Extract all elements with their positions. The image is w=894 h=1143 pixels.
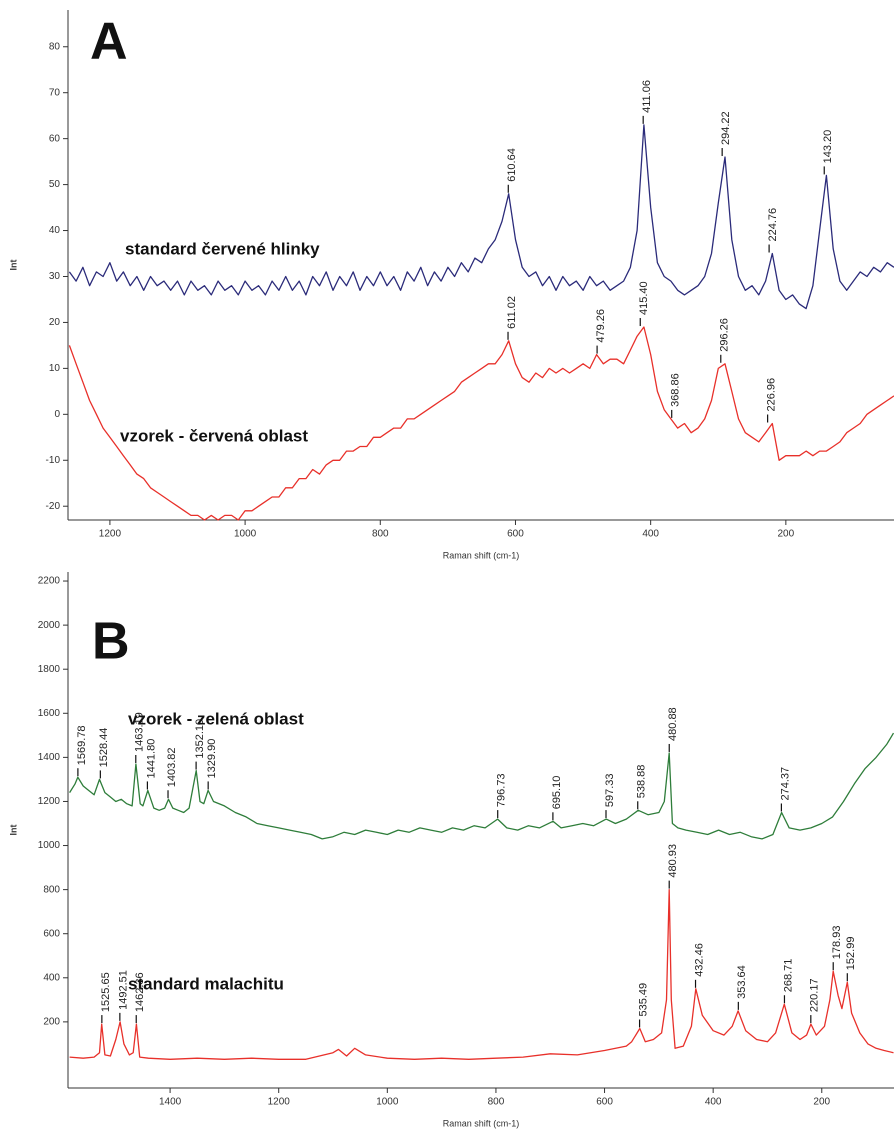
y-tick-label: -10 bbox=[46, 455, 61, 466]
y-tick-label: 1800 bbox=[38, 664, 61, 675]
y-tick-label: 800 bbox=[43, 884, 60, 895]
spectrum-line bbox=[69, 888, 894, 1060]
x-axis-title: Raman shift (cm-1) bbox=[443, 550, 520, 560]
x-tick-label: 800 bbox=[372, 529, 389, 540]
x-tick-label: 600 bbox=[507, 529, 524, 540]
x-tick-label: 1200 bbox=[268, 1097, 291, 1108]
x-tick-label: 1200 bbox=[99, 529, 122, 540]
x-tick-label: 200 bbox=[778, 529, 795, 540]
y-tick-label: -20 bbox=[46, 501, 61, 512]
peak-label: 411.06 bbox=[641, 80, 653, 113]
peak-label: 480.93 bbox=[667, 844, 679, 878]
peak-label: 268.71 bbox=[782, 959, 794, 993]
peak-label: 1329.90 bbox=[206, 739, 218, 779]
x-tick-label: 400 bbox=[705, 1097, 722, 1108]
series-label: vzorek - zelená oblast bbox=[128, 709, 304, 728]
peak-label: 1462.36 bbox=[134, 972, 146, 1012]
peak-label: 1492.51 bbox=[118, 970, 130, 1010]
y-tick-label: 200 bbox=[43, 1017, 60, 1028]
peak-label: 695.10 bbox=[551, 776, 563, 810]
peak-label: 1528.44 bbox=[98, 728, 110, 768]
y-tick-label: 2000 bbox=[38, 620, 61, 631]
y-tick-label: 20 bbox=[49, 317, 61, 328]
peak-label: 1525.65 bbox=[100, 972, 112, 1012]
peak-label: 535.49 bbox=[637, 983, 649, 1017]
peak-label: 220.17 bbox=[809, 978, 821, 1012]
series-label: standard malachitu bbox=[128, 974, 284, 993]
x-tick-label: 1400 bbox=[159, 1097, 182, 1108]
spectrum-line bbox=[69, 732, 894, 840]
peak-label: 611.02 bbox=[506, 296, 518, 329]
peak-label: 274.37 bbox=[779, 767, 791, 801]
y-tick-label: 50 bbox=[49, 179, 61, 190]
peak-label: 610.64 bbox=[506, 148, 518, 182]
x-tick-label: 1000 bbox=[376, 1097, 399, 1108]
y-tick-label: 600 bbox=[43, 928, 60, 939]
y-tick-label: 30 bbox=[49, 271, 61, 282]
peak-label: 480.88 bbox=[667, 707, 679, 741]
peak-label: 1463.19 bbox=[134, 712, 146, 752]
x-tick-label: 1000 bbox=[234, 529, 257, 540]
series-label: standard červené hlinky bbox=[125, 239, 320, 258]
peak-label: 178.93 bbox=[831, 926, 843, 960]
x-axis-title: Raman shift (cm-1) bbox=[443, 1118, 520, 1128]
y-tick-label: 10 bbox=[49, 363, 61, 374]
spectrum-line bbox=[68, 124, 894, 310]
peak-label: 353.64 bbox=[736, 965, 748, 999]
y-axis-title: Int bbox=[8, 260, 18, 271]
y-tick-label: 1400 bbox=[38, 752, 61, 763]
x-tick-label: 800 bbox=[488, 1097, 505, 1108]
x-tick-label: 200 bbox=[813, 1097, 830, 1108]
y-tick-label: 1000 bbox=[38, 840, 61, 851]
y-tick-label: 1200 bbox=[38, 796, 61, 807]
peak-label: 152.99 bbox=[845, 937, 857, 971]
y-tick-label: 60 bbox=[49, 133, 61, 144]
spectrum-line bbox=[68, 326, 894, 521]
y-tick-label: 80 bbox=[49, 41, 61, 52]
x-tick-label: 400 bbox=[642, 529, 659, 540]
peak-label: 143.20 bbox=[822, 130, 834, 164]
peak-label: 796.73 bbox=[496, 773, 508, 807]
y-tick-label: 0 bbox=[54, 409, 60, 420]
peak-label: 1569.78 bbox=[76, 725, 88, 765]
y-axis-title: Int bbox=[8, 825, 18, 836]
panel-label: A bbox=[90, 13, 128, 71]
y-tick-label: 70 bbox=[49, 87, 61, 98]
y-tick-label: 1600 bbox=[38, 708, 61, 719]
peak-label: 1441.80 bbox=[145, 739, 157, 779]
peak-label: 597.33 bbox=[604, 773, 616, 807]
peak-label: 226.96 bbox=[766, 378, 778, 412]
peak-label: 294.22 bbox=[720, 111, 732, 145]
y-tick-label: 40 bbox=[49, 225, 61, 236]
y-tick-label: 2200 bbox=[38, 576, 61, 587]
panel-label: B bbox=[92, 613, 130, 671]
peak-label: 1403.82 bbox=[166, 747, 178, 787]
peak-label: 479.26 bbox=[595, 309, 607, 343]
peak-label: 432.46 bbox=[693, 943, 705, 977]
peak-label: 1352.10 bbox=[194, 719, 206, 759]
peak-label: 224.76 bbox=[767, 208, 779, 242]
x-tick-label: 600 bbox=[596, 1097, 613, 1108]
y-tick-label: 400 bbox=[43, 972, 60, 983]
peak-label: 368.86 bbox=[670, 373, 682, 407]
series-label: vzorek - červená oblast bbox=[120, 426, 308, 445]
peak-label: 538.88 bbox=[636, 765, 648, 799]
peak-label: 296.26 bbox=[719, 318, 731, 352]
peak-label: 415.40 bbox=[638, 281, 650, 315]
